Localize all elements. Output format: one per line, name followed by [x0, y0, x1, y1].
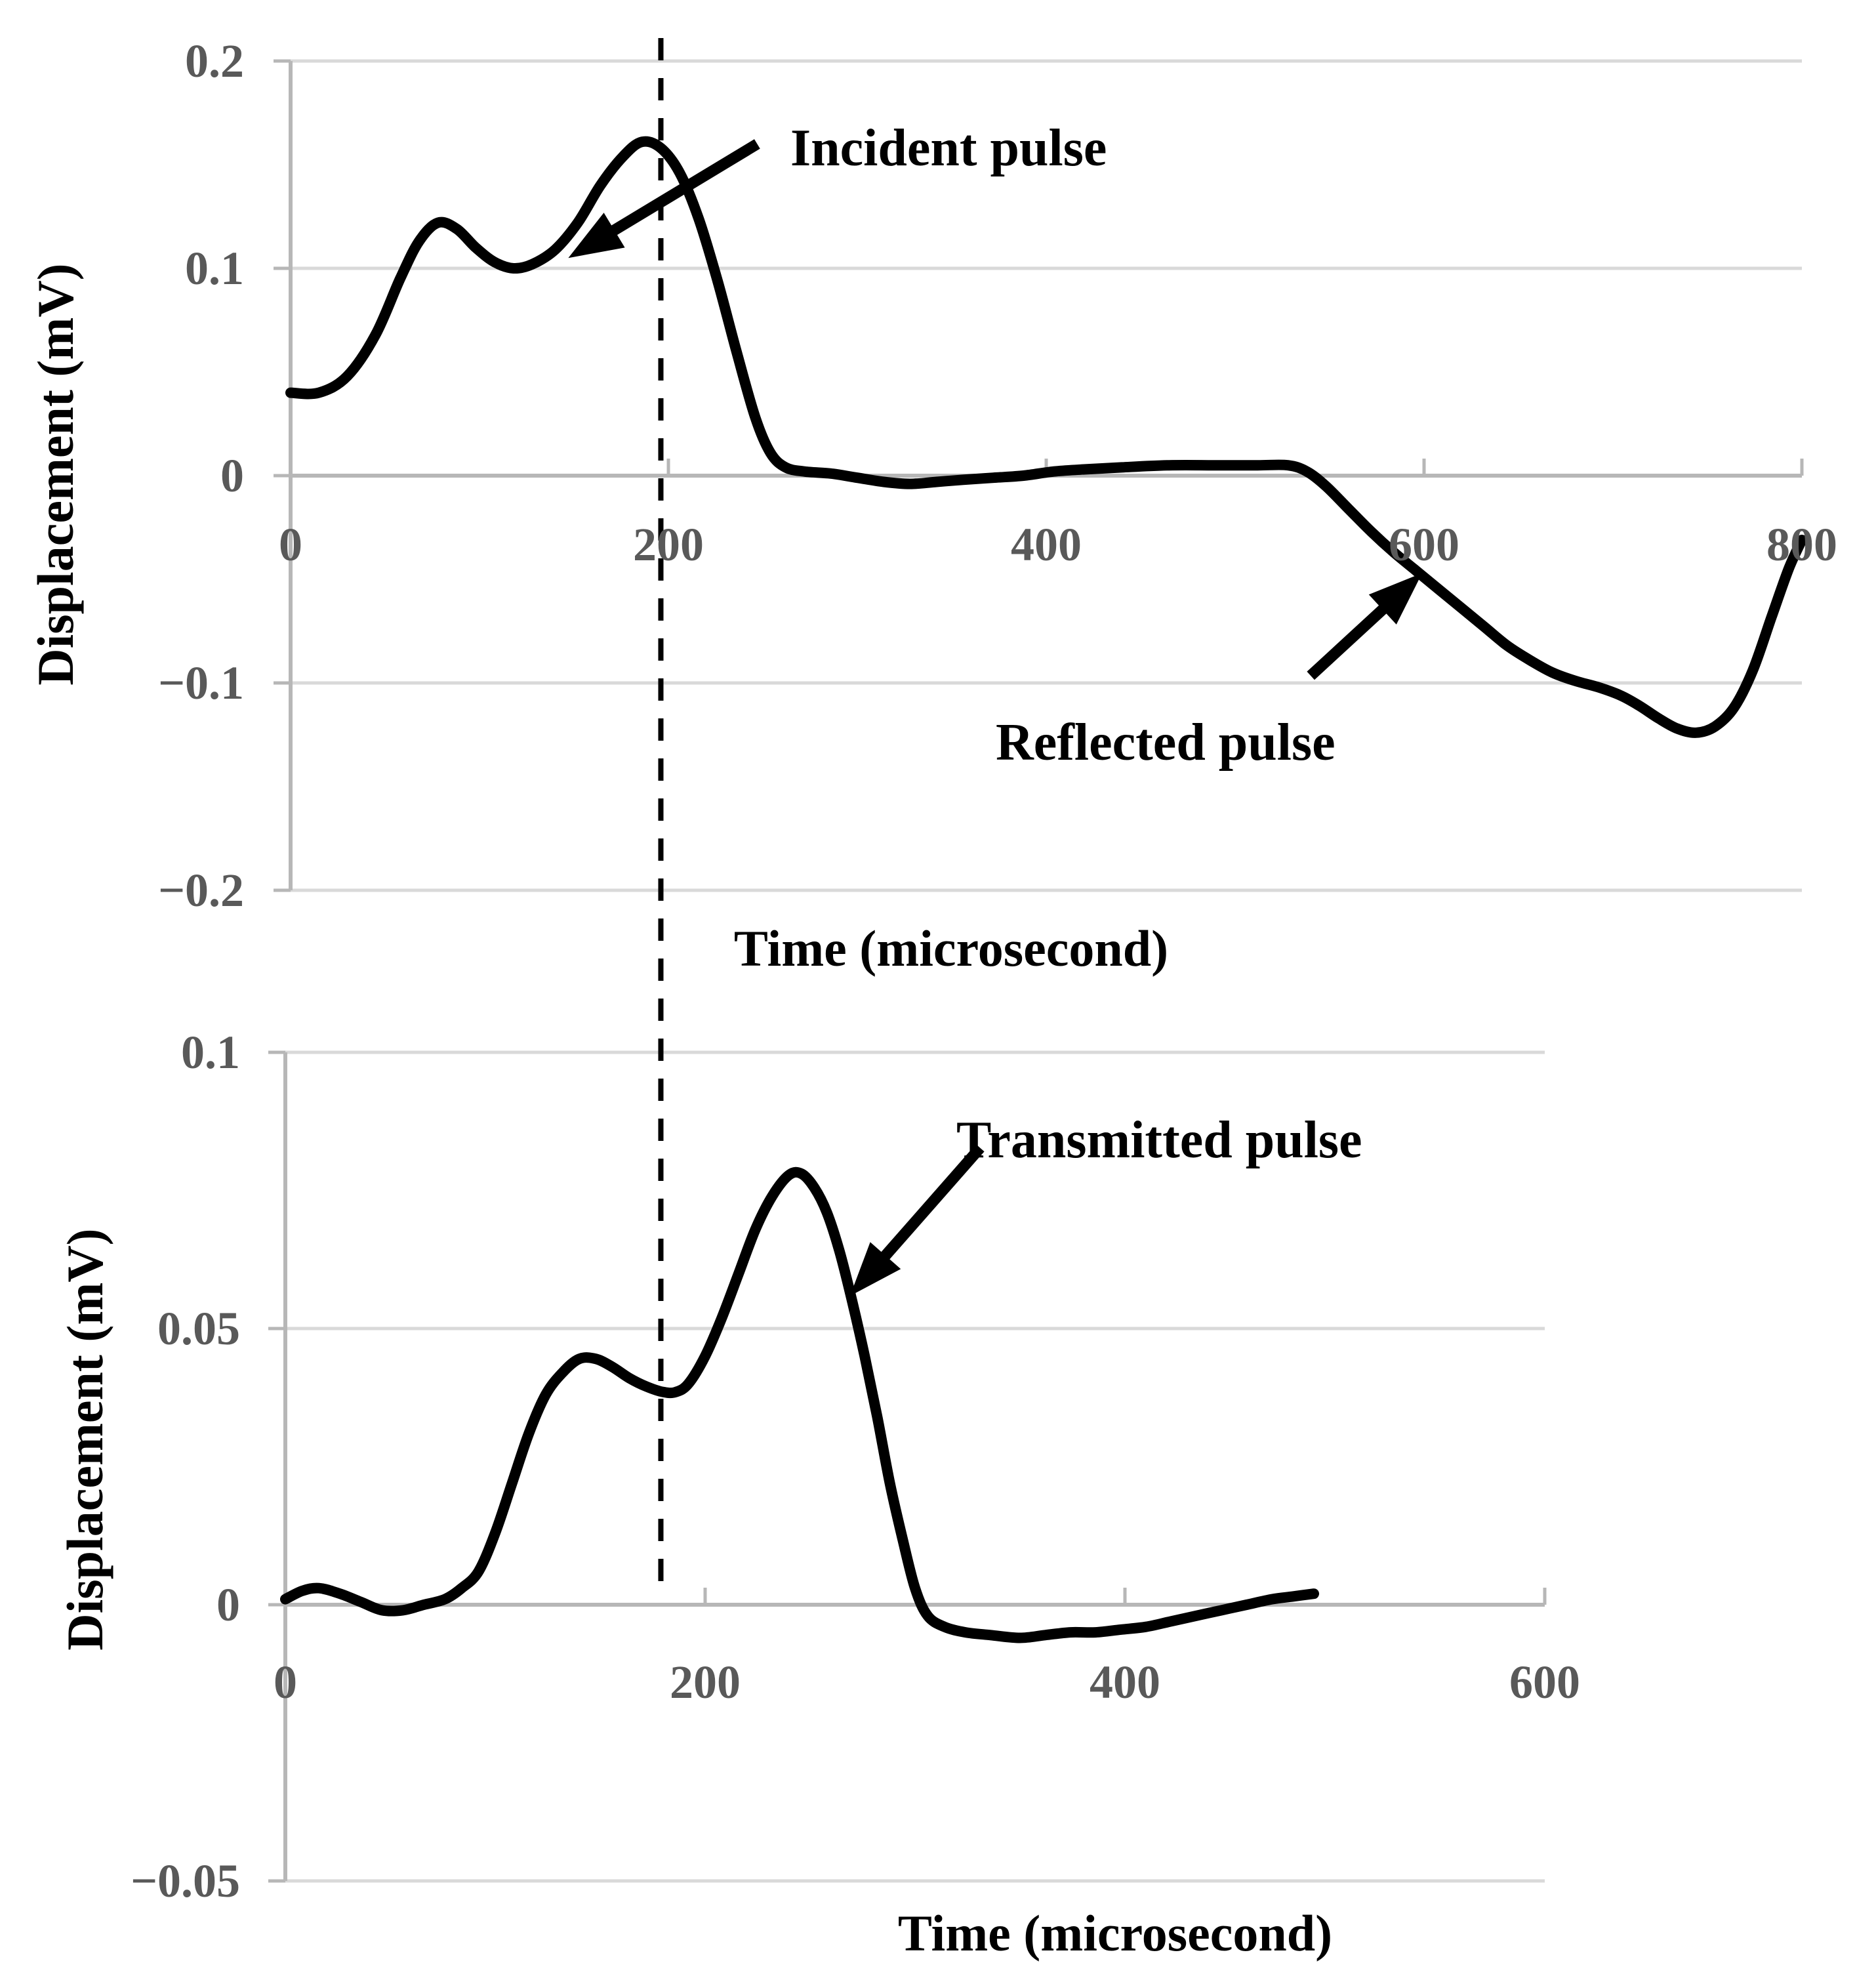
bottom-chart-curve: [280, 1166, 1319, 1643]
reflected-arrow: [1307, 573, 1423, 680]
top-chart-x-tick-label: 400: [1011, 518, 1082, 571]
bottom-chart-y-tick-label: −0.05: [130, 1855, 240, 1907]
top-chart-x-tick-label: 0: [279, 518, 302, 571]
top-chart-y-tick-label: −0.1: [157, 657, 244, 709]
reflected-pulse-label: Reflected pulse: [996, 714, 1336, 772]
incident-pulse-label: Incident pulse: [790, 119, 1107, 177]
top-chart-y-tick-label: 0: [220, 449, 244, 502]
bottom-chart-x-tick-label: 600: [1509, 1656, 1580, 1708]
transmitted-pulse-label: Transmitted pulse: [956, 1111, 1362, 1169]
top-chart-curve: [285, 136, 1807, 738]
bottom-chart-y-tick-label: 0.05: [157, 1302, 240, 1355]
top-chart-x-tick-label: 200: [633, 518, 704, 571]
transmitted-pulse-curve: [280, 1166, 1319, 1643]
bottom-chart-grid: [285, 1050, 1545, 1883]
incident-and-reflected-pulse-curve: [285, 136, 1807, 738]
transmitted-arrow: [849, 1144, 985, 1296]
top-chart-y-tick-label: 0.1: [185, 242, 244, 295]
bottom-chart-x-tick-label: 0: [274, 1656, 297, 1708]
bottom-chart-x-tick-label: 200: [670, 1656, 741, 1708]
incident-arrow: [568, 139, 760, 258]
bottom-chart-x-tick-label: 400: [1090, 1656, 1160, 1708]
bottom-chart-y-tick-label: 0.1: [181, 1026, 240, 1079]
top-chart-y-tick-label: −0.2: [157, 864, 244, 917]
top-chart-x-tick-label: 600: [1389, 518, 1459, 571]
top-x-axis-title: Time (microsecond): [733, 920, 1169, 977]
top-chart-x-tick-label: 800: [1766, 518, 1837, 571]
bottom-chart-axes: [268, 1050, 1547, 1883]
bottom-chart-y-tick-label: 0: [216, 1578, 240, 1631]
top-chart-y-tick-label: 0.2: [185, 35, 244, 87]
bottom-x-axis-title: Time (microsecond): [897, 1905, 1333, 1962]
